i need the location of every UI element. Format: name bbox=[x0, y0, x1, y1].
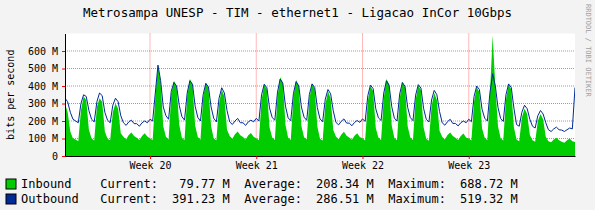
x-axis: Week 20 Week 21 Week 22 Week 23 bbox=[66, 156, 576, 171]
legend-label: Inbound bbox=[21, 177, 72, 191]
legend-stat-value: 391.23 M bbox=[172, 192, 230, 206]
tick-mark bbox=[62, 69, 65, 70]
tick: 0 bbox=[52, 151, 65, 162]
grid-line bbox=[468, 34, 469, 157]
legend-stat-label: Average: bbox=[244, 192, 302, 206]
tick: 300 M bbox=[28, 98, 65, 109]
legend-swatch bbox=[6, 179, 16, 189]
grid-line bbox=[65, 121, 575, 122]
axis-line bbox=[66, 156, 576, 157]
legend-stat-label: Current: bbox=[100, 177, 158, 191]
plot-marks bbox=[65, 35, 575, 156]
tick: 200 M bbox=[28, 116, 65, 127]
legend-stat-label: Average: bbox=[244, 177, 302, 191]
tick-mark bbox=[363, 156, 364, 159]
legend-swatch bbox=[6, 194, 16, 204]
tick-label: 400 M bbox=[28, 81, 58, 92]
y-axis-title: bits per second bbox=[5, 50, 16, 140]
tick: 600 M bbox=[28, 46, 65, 57]
tick-mark bbox=[62, 104, 65, 105]
grid-line bbox=[362, 34, 363, 157]
tick: 500 M bbox=[28, 63, 65, 74]
tick: 400 M bbox=[28, 81, 65, 92]
annotation: RRDTOOL / TOBI OETIKER bbox=[584, 4, 592, 98]
legend-entry: Outbound Current: 391.23 M Average: 286.51 M… bbox=[6, 192, 518, 206]
grid-line bbox=[65, 103, 575, 104]
tick-mark bbox=[256, 156, 257, 159]
tick: 100 M bbox=[28, 133, 65, 144]
legend-stat-label: Current: bbox=[100, 192, 158, 206]
tick-label: 200 M bbox=[28, 116, 58, 127]
grid-line bbox=[65, 86, 575, 87]
legend-stat-value: 519.32 M bbox=[460, 192, 518, 206]
tick: Week 21 bbox=[236, 156, 278, 171]
grid-line bbox=[65, 51, 575, 52]
grid-line bbox=[256, 34, 257, 157]
legend-entry: Inbound Current: 79.77 M Average: 208.34 M Ma… bbox=[6, 177, 518, 191]
legend-stat-value: 688.72 M bbox=[460, 177, 518, 191]
axis-line bbox=[65, 34, 66, 157]
tick-label: 600 M bbox=[28, 46, 58, 57]
tick: Week 23 bbox=[448, 156, 490, 171]
grid-line bbox=[150, 34, 151, 157]
tick-label: 300 M bbox=[28, 98, 58, 109]
series-line bbox=[65, 65, 575, 131]
series-area bbox=[65, 35, 575, 156]
tick-label: Week 22 bbox=[342, 160, 384, 171]
tick-mark bbox=[62, 156, 65, 157]
tick-label: Week 23 bbox=[448, 160, 490, 171]
tick-mark bbox=[469, 156, 470, 159]
legend-stat-label: Maximum: bbox=[388, 192, 446, 206]
legend-stat-label: Maximum: bbox=[388, 177, 446, 191]
legend-stat-value: 79.77 M bbox=[179, 177, 230, 191]
chart: Metrosampa UNESP - TIM - ethernet1 - Lig… bbox=[0, 0, 595, 210]
legend-stat-value: 286.51 M bbox=[316, 192, 374, 206]
tick-label: 100 M bbox=[28, 133, 58, 144]
tick-label: Week 21 bbox=[236, 160, 278, 171]
legend-label: Outbound bbox=[21, 192, 79, 206]
tick-mark bbox=[62, 139, 65, 140]
grid-line bbox=[65, 68, 575, 69]
tick-label: Week 20 bbox=[129, 160, 171, 171]
plot-background bbox=[65, 34, 575, 157]
tick-mark bbox=[150, 156, 151, 159]
grid bbox=[65, 34, 575, 157]
legend-stat-value: 208.34 M bbox=[316, 177, 374, 191]
tick-label: 500 M bbox=[28, 63, 58, 74]
tick-mark bbox=[62, 121, 65, 122]
tick: Week 22 bbox=[342, 156, 384, 171]
tick-mark bbox=[62, 86, 65, 87]
y-axis: 0 100 M 200 M 300 M 400 M 500 M 600 M bbox=[28, 34, 66, 162]
background bbox=[0, 0, 595, 210]
tick-label: 0 bbox=[52, 151, 58, 162]
title: Metrosampa UNESP - TIM - ethernet1 - Lig… bbox=[83, 5, 512, 20]
tick-mark bbox=[62, 51, 65, 52]
tick: Week 20 bbox=[129, 156, 171, 171]
